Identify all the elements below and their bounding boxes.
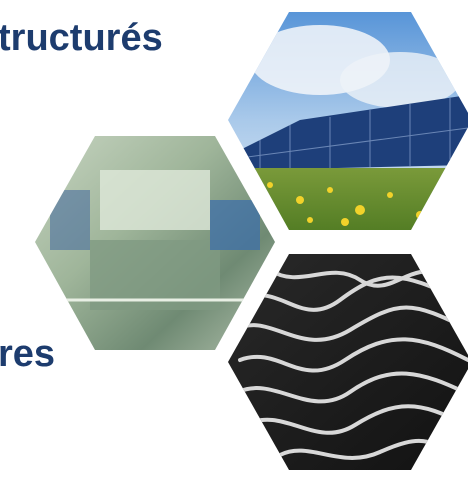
machine-photo: [35, 136, 275, 350]
micrograph-photo: [228, 254, 468, 470]
heading-line: res: [0, 333, 55, 375]
solar-panel-photo: [228, 12, 468, 230]
heading-line: tructurés: [0, 17, 163, 59]
